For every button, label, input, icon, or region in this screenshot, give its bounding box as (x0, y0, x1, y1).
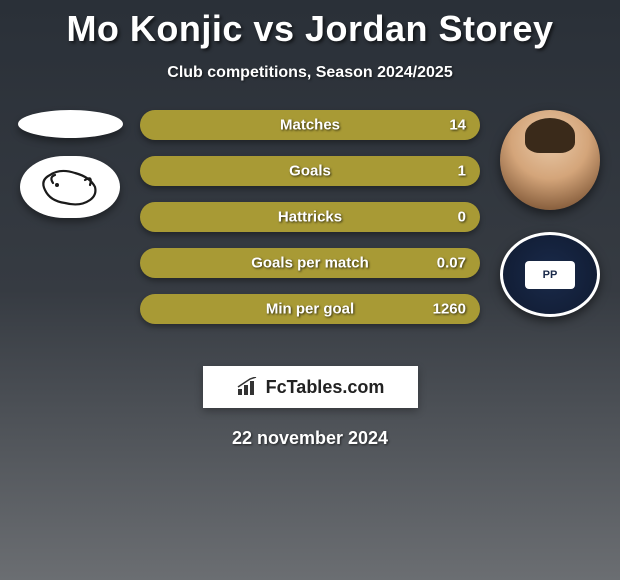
stat-bar: Matches 14 (140, 110, 480, 140)
player-avatar (500, 110, 600, 210)
right-team-logo-text: PP (525, 261, 575, 289)
left-player-col (5, 110, 135, 218)
player-silhouette-base (18, 110, 123, 138)
stat-label: Hattricks (278, 209, 342, 226)
stat-label: Goals per match (251, 255, 369, 272)
subtitle: Club competitions, Season 2024/2025 (0, 64, 620, 82)
stat-value: 14 (449, 117, 466, 134)
stat-value: 0 (458, 209, 466, 226)
date-label: 22 november 2024 (0, 428, 620, 449)
stat-bar: Hattricks 0 (140, 202, 480, 232)
comparison-stage: PP Matches 14 Goals 1 Hattricks 0 Goals … (0, 110, 620, 350)
right-player-col: PP (485, 110, 615, 317)
page-title: Mo Konjic vs Jordan Storey (0, 0, 620, 50)
left-team-logo (20, 156, 120, 218)
stat-label: Goals (289, 163, 331, 180)
right-team-logo: PP (500, 232, 600, 317)
stat-value: 1260 (433, 301, 466, 318)
ram-icon (35, 165, 105, 210)
stat-value: 1 (458, 163, 466, 180)
stat-label: Min per goal (266, 301, 354, 318)
stat-bar: Min per goal 1260 (140, 294, 480, 324)
brand-text: FcTables.com (266, 377, 385, 398)
chart-icon (236, 377, 260, 397)
stat-label: Matches (280, 117, 340, 134)
stat-bar: Goals 1 (140, 156, 480, 186)
stat-bar: Goals per match 0.07 (140, 248, 480, 278)
stat-bars: Matches 14 Goals 1 Hattricks 0 Goals per… (140, 110, 480, 340)
stat-value: 0.07 (437, 255, 466, 272)
brand-box: FcTables.com (203, 366, 418, 408)
